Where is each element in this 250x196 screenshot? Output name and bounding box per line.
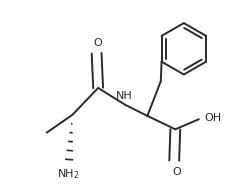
Text: O: O — [172, 167, 181, 177]
Text: NH: NH — [116, 91, 132, 101]
Text: NH$_2$: NH$_2$ — [57, 167, 79, 181]
Text: OH: OH — [204, 113, 222, 123]
Text: O: O — [93, 38, 102, 48]
